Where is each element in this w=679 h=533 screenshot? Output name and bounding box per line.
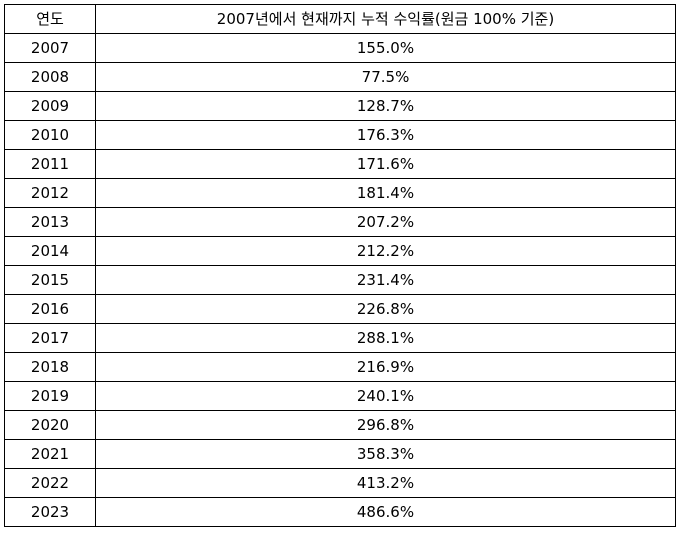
cumulative-return-cell: 226.8% xyxy=(95,294,676,324)
cumulative-return-cell: 296.8% xyxy=(95,410,676,440)
table-body: 2007 155.0% 2008 77.5% 2009 128.7% 2010 176.3% 2… xyxy=(4,33,676,527)
year-cell: 2018 xyxy=(4,352,96,382)
year-cell: 2012 xyxy=(4,178,96,208)
cumulative-return-cell: 212.2% xyxy=(95,236,676,266)
cumulative-return-cell: 231.4% xyxy=(95,265,676,295)
table-row: 2012 181.4% xyxy=(4,178,676,208)
header-year: 연도 xyxy=(4,4,96,34)
cumulative-return-cell: 358.3% xyxy=(95,439,676,469)
cumulative-return-cell: 171.6% xyxy=(95,149,676,179)
year-cell: 2022 xyxy=(4,468,96,498)
year-cell: 2017 xyxy=(4,323,96,353)
cumulative-return-cell: 207.2% xyxy=(95,207,676,237)
table-row: 2008 77.5% xyxy=(4,62,676,92)
table-row: 2011 171.6% xyxy=(4,149,676,179)
cumulative-return-cell: 155.0% xyxy=(95,33,676,63)
table-row: 2021 358.3% xyxy=(4,439,676,469)
cumulative-return-cell: 486.6% xyxy=(95,497,676,527)
year-cell: 2020 xyxy=(4,410,96,440)
table-row: 2009 128.7% xyxy=(4,91,676,121)
cumulative-return-cell: 216.9% xyxy=(95,352,676,382)
cumulative-return-cell: 181.4% xyxy=(95,178,676,208)
year-cell: 2015 xyxy=(4,265,96,295)
cumulative-return-cell: 128.7% xyxy=(95,91,676,121)
table-row: 2023 486.6% xyxy=(4,497,676,527)
year-cell: 2007 xyxy=(4,33,96,63)
table-row: 2018 216.9% xyxy=(4,352,676,382)
cumulative-return-cell: 240.1% xyxy=(95,381,676,411)
cumulative-return-cell: 288.1% xyxy=(95,323,676,353)
table-row: 2020 296.8% xyxy=(4,410,676,440)
table-header-row: 연도 2007년에서 현재까지 누적 수익률(원금 100% 기준) xyxy=(4,4,676,34)
table-row: 2019 240.1% xyxy=(4,381,676,411)
cumulative-return-cell: 176.3% xyxy=(95,120,676,150)
table-row: 2010 176.3% xyxy=(4,120,676,150)
table-row: 2017 288.1% xyxy=(4,323,676,353)
year-cell: 2010 xyxy=(4,120,96,150)
year-cell: 2013 xyxy=(4,207,96,237)
returns-table: 연도 2007년에서 현재까지 누적 수익률(원금 100% 기준) 2007 1… xyxy=(4,4,676,527)
year-cell: 2011 xyxy=(4,149,96,179)
table-row: 2007 155.0% xyxy=(4,33,676,63)
table-row: 2015 231.4% xyxy=(4,265,676,295)
year-cell: 2019 xyxy=(4,381,96,411)
year-cell: 2016 xyxy=(4,294,96,324)
year-cell: 2009 xyxy=(4,91,96,121)
year-cell: 2023 xyxy=(4,497,96,527)
header-cumulative-return: 2007년에서 현재까지 누적 수익률(원금 100% 기준) xyxy=(95,4,676,34)
year-cell: 2008 xyxy=(4,62,96,92)
year-cell: 2014 xyxy=(4,236,96,266)
year-cell: 2021 xyxy=(4,439,96,469)
table-row: 2022 413.2% xyxy=(4,468,676,498)
table-row: 2014 212.2% xyxy=(4,236,676,266)
cumulative-return-cell: 77.5% xyxy=(95,62,676,92)
table-container: 연도 2007년에서 현재까지 누적 수익률(원금 100% 기준) 2007 1… xyxy=(4,4,676,527)
table-row: 2016 226.8% xyxy=(4,294,676,324)
table-row: 2013 207.2% xyxy=(4,207,676,237)
cumulative-return-cell: 413.2% xyxy=(95,468,676,498)
